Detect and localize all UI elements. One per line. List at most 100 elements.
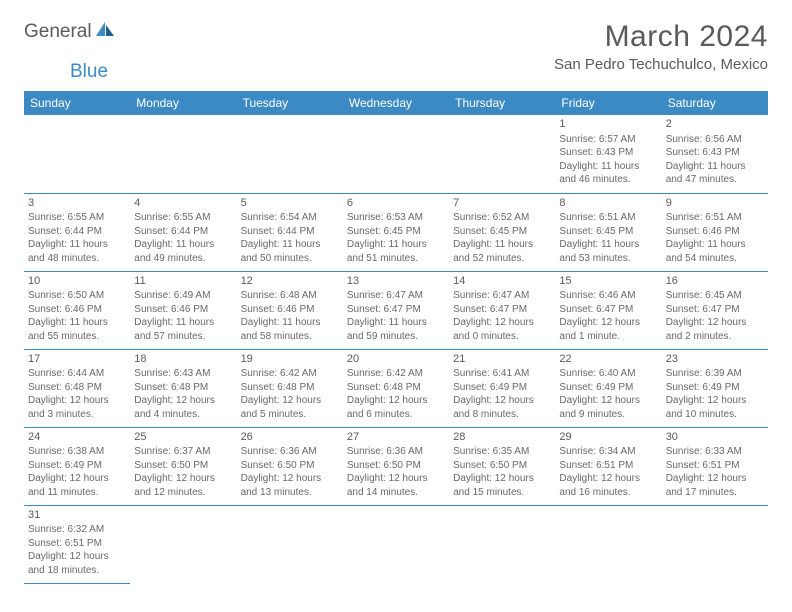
sunrise-text: Sunrise: 6:47 AM [453,289,551,303]
calendar-day-cell: 30Sunrise: 6:33 AMSunset: 6:51 PMDayligh… [662,427,768,505]
sunrise-text: Sunrise: 6:33 AM [666,445,764,459]
day-number: 18 [134,352,232,367]
calendar-day-cell: 7Sunrise: 6:52 AMSunset: 6:45 PMDaylight… [449,193,555,271]
daylight-text: Daylight: 12 hours and 4 minutes. [134,394,232,421]
day-number: 7 [453,196,551,211]
calendar-day-cell: 26Sunrise: 6:36 AMSunset: 6:50 PMDayligh… [237,427,343,505]
sunrise-text: Sunrise: 6:55 AM [28,211,126,225]
sunset-text: Sunset: 6:51 PM [559,459,657,473]
calendar-day-cell: 29Sunrise: 6:34 AMSunset: 6:51 PMDayligh… [555,427,661,505]
sunrise-text: Sunrise: 6:48 AM [241,289,339,303]
sunset-text: Sunset: 6:45 PM [347,225,445,239]
day-number: 9 [666,196,764,211]
calendar-day-cell: 22Sunrise: 6:40 AMSunset: 6:49 PMDayligh… [555,349,661,427]
calendar-day-cell: 27Sunrise: 6:36 AMSunset: 6:50 PMDayligh… [343,427,449,505]
daylight-text: Daylight: 12 hours and 9 minutes. [559,394,657,421]
calendar-week-row: 17Sunrise: 6:44 AMSunset: 6:48 PMDayligh… [24,349,768,427]
calendar-day-cell [237,115,343,193]
calendar-day-cell: 11Sunrise: 6:49 AMSunset: 6:46 PMDayligh… [130,271,236,349]
sunset-text: Sunset: 6:50 PM [134,459,232,473]
daylight-text: Daylight: 12 hours and 16 minutes. [559,472,657,499]
calendar-day-cell: 31Sunrise: 6:32 AMSunset: 6:51 PMDayligh… [24,505,130,583]
calendar-day-cell: 20Sunrise: 6:42 AMSunset: 6:48 PMDayligh… [343,349,449,427]
sunset-text: Sunset: 6:48 PM [347,381,445,395]
calendar-day-cell [24,115,130,193]
calendar-day-cell [237,505,343,583]
sunrise-text: Sunrise: 6:46 AM [559,289,657,303]
sunset-text: Sunset: 6:46 PM [241,303,339,317]
day-number: 2 [666,117,764,132]
sunset-text: Sunset: 6:51 PM [28,537,126,551]
daylight-text: Daylight: 12 hours and 14 minutes. [347,472,445,499]
sunrise-text: Sunrise: 6:43 AM [134,367,232,381]
daylight-text: Daylight: 12 hours and 10 minutes. [666,394,764,421]
logo-text-blue: Blue [70,61,108,82]
day-number: 6 [347,196,445,211]
calendar-day-cell: 9Sunrise: 6:51 AMSunset: 6:46 PMDaylight… [662,193,768,271]
sunset-text: Sunset: 6:48 PM [241,381,339,395]
daylight-text: Daylight: 12 hours and 2 minutes. [666,316,764,343]
weekday-header: Monday [130,91,236,115]
day-number: 11 [134,274,232,289]
calendar-day-cell: 16Sunrise: 6:45 AMSunset: 6:47 PMDayligh… [662,271,768,349]
calendar-day-cell [555,505,661,583]
sunset-text: Sunset: 6:46 PM [28,303,126,317]
calendar-day-cell: 21Sunrise: 6:41 AMSunset: 6:49 PMDayligh… [449,349,555,427]
calendar-day-cell: 2Sunrise: 6:56 AMSunset: 6:43 PMDaylight… [662,115,768,193]
sunset-text: Sunset: 6:47 PM [347,303,445,317]
calendar-week-row: 3Sunrise: 6:55 AMSunset: 6:44 PM Daylight… [24,193,768,271]
day-number: 1 [559,117,657,132]
sunrise-text: Sunrise: 6:56 AM [666,133,764,147]
day-number: 17 [28,352,126,367]
calendar-table: SundayMondayTuesdayWednesdayThursdayFrid… [24,91,768,584]
sunset-text: Sunset: 6:50 PM [347,459,445,473]
calendar-day-cell: 14Sunrise: 6:47 AMSunset: 6:47 PMDayligh… [449,271,555,349]
day-number: 5 [241,196,339,211]
calendar-day-cell [130,505,236,583]
sunset-text: Sunset: 6:43 PM [666,146,764,160]
calendar-week-row: 1Sunrise: 6:57 AMSunset: 6:43 PMDaylight… [24,115,768,193]
sunset-text: Sunset: 6:48 PM [134,381,232,395]
calendar-day-cell [662,505,768,583]
sunset-text: Sunset: 6:47 PM [666,303,764,317]
daylight-text: Daylight: 11 hours and 53 minutes. [559,238,657,265]
calendar-day-cell [449,115,555,193]
day-number: 25 [134,430,232,445]
day-number: 15 [559,274,657,289]
sunrise-text: Sunrise: 6:49 AM [134,289,232,303]
daylight-text: Daylight: 11 hours and 52 minutes. [453,238,551,265]
sunrise-text: Sunrise: 6:39 AM [666,367,764,381]
daylight-text: Daylight: 11 hours and 47 minutes. [666,160,764,187]
sunset-text: Sunset: 6:43 PM [559,146,657,160]
calendar-week-row: 10Sunrise: 6:50 AMSunset: 6:46 PMDayligh… [24,271,768,349]
daylight-text: Daylight: 12 hours and 8 minutes. [453,394,551,421]
sunset-text: Sunset: 6:45 PM [453,225,551,239]
sunset-text: Sunset: 6:48 PM [28,381,126,395]
daylight-text: Daylight: 11 hours and 49 minutes. [134,238,232,265]
calendar-day-cell: 23Sunrise: 6:39 AMSunset: 6:49 PMDayligh… [662,349,768,427]
weekday-header: Saturday [662,91,768,115]
daylight-text: Daylight: 11 hours and 46 minutes. [559,160,657,187]
calendar-day-cell [130,115,236,193]
daylight-text: Daylight: 11 hours and 57 minutes. [134,316,232,343]
calendar-day-cell: 10Sunrise: 6:50 AMSunset: 6:46 PMDayligh… [24,271,130,349]
calendar-day-cell: 8Sunrise: 6:51 AMSunset: 6:45 PMDaylight… [555,193,661,271]
sunset-text: Sunset: 6:44 PM [28,225,126,239]
sunset-text: Sunset: 6:47 PM [453,303,551,317]
day-number: 31 [28,508,126,523]
sunrise-text: Sunrise: 6:37 AM [134,445,232,459]
day-number: 30 [666,430,764,445]
sunset-text: Sunset: 6:46 PM [666,225,764,239]
sunrise-text: Sunrise: 6:41 AM [453,367,551,381]
calendar-day-cell: 19Sunrise: 6:42 AMSunset: 6:48 PMDayligh… [237,349,343,427]
day-number: 22 [559,352,657,367]
day-number: 3 [28,196,126,211]
sunrise-text: Sunrise: 6:44 AM [28,367,126,381]
sunrise-text: Sunrise: 6:51 AM [559,211,657,225]
calendar-day-cell: 13Sunrise: 6:47 AMSunset: 6:47 PMDayligh… [343,271,449,349]
sunset-text: Sunset: 6:50 PM [453,459,551,473]
calendar-day-cell: 1Sunrise: 6:57 AMSunset: 6:43 PMDaylight… [555,115,661,193]
logo: General [24,20,118,43]
calendar-week-row: 24Sunrise: 6:38 AMSunset: 6:49 PMDayligh… [24,427,768,505]
sunset-text: Sunset: 6:49 PM [453,381,551,395]
